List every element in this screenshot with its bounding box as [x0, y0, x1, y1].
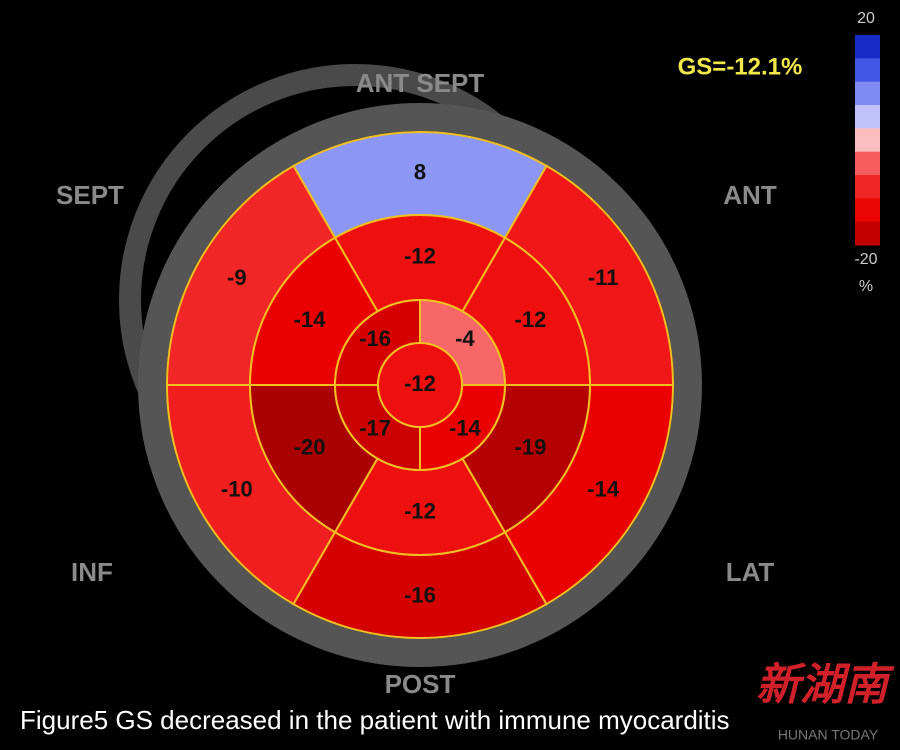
- colorbar-block: [855, 58, 880, 83]
- colorbar-block: [855, 105, 880, 129]
- colorbar-block: [855, 221, 880, 246]
- colorbar-min: -20: [854, 251, 877, 268]
- watermark-logo: 新湖南: [756, 661, 895, 710]
- segment-value: -12: [404, 371, 436, 396]
- segment-value: -14: [294, 307, 327, 332]
- caption: Figure5 GS decreased in the patient with…: [20, 705, 730, 735]
- orientation-label: POST: [385, 669, 456, 699]
- segment: [377, 342, 463, 428]
- watermark-text: HUNAN TODAY: [778, 727, 879, 743]
- colorbar-block: [855, 198, 880, 223]
- segment-value: -12: [515, 307, 547, 332]
- orientation-label: LAT: [726, 557, 775, 587]
- segment-value: -14: [587, 477, 620, 502]
- colorbar-max: 20: [857, 10, 875, 27]
- segment-value: -19: [515, 435, 547, 460]
- segment-value: -4: [455, 326, 475, 351]
- orientation-label: ANT SEPT: [356, 68, 485, 98]
- colorbar-block: [855, 128, 880, 153]
- segment-value: -12: [404, 498, 436, 523]
- colorbar-block: [855, 35, 880, 59]
- segment-value: -11: [588, 265, 619, 290]
- colorbar-unit: %: [859, 278, 873, 295]
- colorbar-block: [855, 151, 880, 176]
- bullseye: 8 -9 -10 -16 -14 -11 -12 -14 -20 -12 -19 -12 -4 -16 -1…: [165, 131, 675, 639]
- colorbar: [855, 35, 880, 246]
- segment-value: -16: [404, 582, 436, 607]
- outer-ring: [138, 103, 702, 667]
- orientation-label: INF: [71, 557, 113, 587]
- segment-value: -10: [221, 477, 253, 502]
- segment-value: -17: [359, 416, 391, 441]
- segment-value: -16: [359, 326, 391, 351]
- segment-value: -9: [227, 265, 247, 290]
- colorbar-block: [855, 81, 880, 106]
- segment-value: -14: [449, 416, 482, 441]
- colorbar-block: [855, 175, 880, 199]
- segment-value: 8: [414, 159, 426, 184]
- global-strain: GS=-12.1%: [678, 53, 803, 80]
- orientation-label: SEPT: [56, 180, 124, 210]
- segment-value: -12: [404, 243, 436, 268]
- orientation-label: ANT: [723, 180, 777, 210]
- segment-value: -20: [294, 435, 326, 460]
